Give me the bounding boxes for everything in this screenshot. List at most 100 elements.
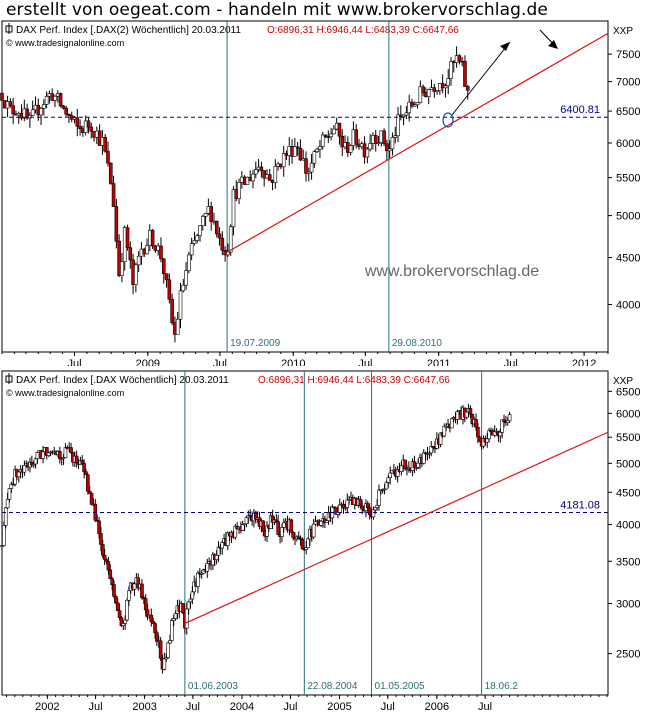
candle-body <box>507 414 512 422</box>
candle-body <box>487 430 491 440</box>
candle-body <box>117 610 122 618</box>
candle-body <box>155 632 159 642</box>
candle-body <box>373 507 378 511</box>
candle-body <box>190 591 195 600</box>
candle-body <box>267 174 272 181</box>
candle-body <box>309 162 314 173</box>
horizontal-level-label: 6400.81 <box>560 104 600 116</box>
candle-body <box>498 432 503 437</box>
candle-body <box>388 472 392 479</box>
candle-body <box>416 462 420 468</box>
candle-body <box>304 547 308 550</box>
candle-body <box>75 117 80 127</box>
y-tick-label: 5500 <box>616 173 640 185</box>
chart-panel-top: DAX Perf. Index [.DAX(2) Wöchentlich] 20… <box>0 18 650 370</box>
candle-body <box>186 601 191 610</box>
candles <box>0 46 470 343</box>
candle-body <box>44 447 49 456</box>
candle-body <box>457 55 462 62</box>
support-trendline <box>226 32 609 253</box>
candle-body <box>449 61 453 79</box>
candle-body <box>188 598 193 603</box>
candle-body <box>226 251 230 256</box>
candle-body <box>103 136 107 152</box>
candle-body <box>170 620 174 641</box>
candle-body <box>240 524 245 531</box>
axis-unit-label: XXP <box>613 26 633 37</box>
candle-body <box>385 143 389 152</box>
candle-body <box>237 182 241 200</box>
candle-body <box>106 150 110 164</box>
candle-body <box>410 101 414 107</box>
candle-body <box>261 520 266 532</box>
candle-body <box>337 504 342 513</box>
candle-body <box>474 419 478 428</box>
candle-body <box>64 107 68 115</box>
candle-body <box>178 290 183 320</box>
candle-body <box>86 120 91 128</box>
candle-body <box>149 614 154 622</box>
x-tick-label: Jul <box>213 358 227 366</box>
projection-arrow-line <box>451 41 511 116</box>
candle-body <box>432 87 437 92</box>
candle-body <box>39 108 43 116</box>
candle-body <box>108 162 113 184</box>
candle-body <box>136 255 141 266</box>
candle-body <box>376 142 381 145</box>
candle-body <box>63 447 68 458</box>
candle-body <box>438 432 443 445</box>
candle-body <box>89 126 94 132</box>
candle-body <box>58 93 63 107</box>
chart-svg-top[interactable]: DAX Perf. Index [.DAX(2) Wöchentlich] 20… <box>0 18 650 370</box>
candle-body <box>443 85 448 89</box>
x-tick-label: Jul <box>504 358 518 366</box>
candle-body <box>332 128 336 135</box>
candle-body <box>337 122 342 137</box>
y-tick-label: 3500 <box>616 556 640 568</box>
candle-body <box>311 523 316 538</box>
candle-body <box>465 86 470 91</box>
candle-body <box>61 457 66 459</box>
candle-body <box>198 225 202 236</box>
candle-body <box>125 227 130 248</box>
candle-body <box>463 61 467 87</box>
candle-body <box>426 89 431 97</box>
candle-body <box>403 459 407 469</box>
vertical-marker-label: 22.08.2004 <box>307 681 357 692</box>
candle-body <box>84 471 88 475</box>
candle-body <box>382 130 386 145</box>
candle-body <box>22 465 27 473</box>
candle-body <box>82 463 86 473</box>
candle-body <box>159 245 163 260</box>
candle-body <box>217 233 222 239</box>
x-tick-label: 2005 <box>327 701 351 713</box>
candle-body <box>340 135 345 148</box>
candle-body <box>253 169 258 175</box>
x-tick-label: Jul <box>186 701 200 713</box>
candle-body <box>280 527 284 537</box>
vertical-marker-label: 18.06.2 <box>485 681 519 692</box>
page-title: erstellt von oegeat.com - handeln mit ww… <box>6 0 548 20</box>
reversal-circle <box>442 112 454 128</box>
candle-body <box>121 623 126 626</box>
chart-svg-bottom[interactable]: DAX Perf. Index [.DAX Wöchentlich] 20.03… <box>0 368 650 720</box>
axis-unit-label: XXP <box>613 376 633 387</box>
x-tick-label: 2009 <box>136 358 160 366</box>
candle-body <box>449 418 454 429</box>
candle-body <box>377 489 381 506</box>
ohlc-values: O:6896,31 H:6946,44 L:6483,39 C:6647,66 <box>258 375 450 386</box>
candle-body <box>382 488 387 491</box>
candle-body <box>87 490 92 494</box>
candle-body <box>114 206 119 242</box>
candle-body <box>117 240 121 276</box>
candle-body <box>203 213 208 217</box>
candle-body <box>412 104 417 107</box>
candle-body <box>184 608 189 629</box>
x-tick-label: 2002 <box>35 701 59 713</box>
candle-body <box>476 426 480 438</box>
candle-body <box>368 143 372 150</box>
candle-body <box>415 102 420 106</box>
candle-body <box>143 598 148 611</box>
candle-body <box>407 101 411 114</box>
candle-body <box>464 411 469 418</box>
